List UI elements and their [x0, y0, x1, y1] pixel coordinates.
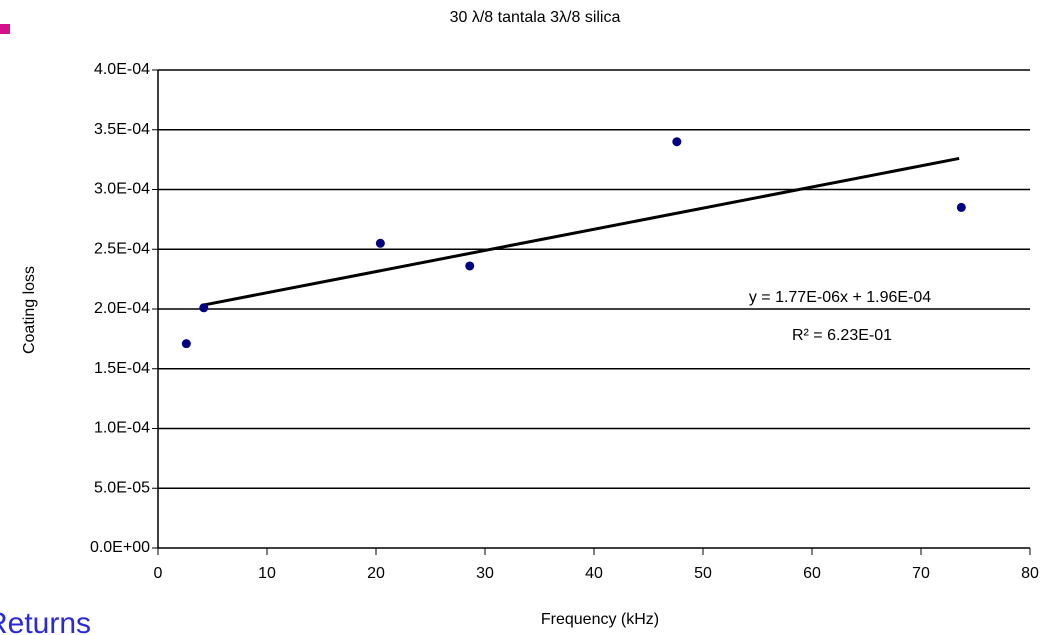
x-tick-label: 0	[154, 565, 163, 582]
y-tick-label: 1.5E-04	[94, 360, 150, 377]
trendline	[201, 156, 960, 307]
y-axis-label: Coating loss	[21, 266, 38, 354]
point	[956, 202, 966, 212]
x-tick-label: 60	[803, 565, 821, 582]
x-tick-label: 10	[258, 565, 276, 582]
bullet	[0, 24, 10, 34]
x-tick-label: 40	[585, 565, 603, 582]
x-tick-label: 50	[694, 565, 712, 582]
text-fragment: Returns	[0, 607, 91, 635]
annotation: y = 1.77E-06x + 1.96E-04	[749, 289, 931, 306]
x-tick-label: 80	[1021, 565, 1039, 582]
point	[672, 137, 682, 147]
chart-title: 30 λ/8 tantala 3λ/8 silica	[450, 9, 621, 26]
y-tick-label: 5.0E-05	[94, 479, 150, 496]
y-tick-label: 3.0E-04	[94, 181, 150, 198]
x-tick-label: 20	[367, 565, 385, 582]
x-tick-label: 70	[912, 565, 930, 582]
point	[199, 303, 209, 313]
point	[181, 339, 191, 349]
point	[375, 238, 385, 248]
y-tick-label: 3.5E-04	[94, 121, 150, 138]
y-tick-label: 0.0E+00	[90, 539, 150, 556]
x-axis-label: Frequency (kHz)	[541, 611, 659, 628]
annotation: R² = 6.23E-01	[792, 327, 892, 344]
x-tick-label: 30	[476, 565, 494, 582]
point	[465, 261, 475, 271]
y-tick-label: 1.0E-04	[94, 420, 150, 437]
y-tick-label: 4.0E-04	[94, 61, 150, 78]
y-tick-label: 2.0E-04	[94, 300, 150, 317]
y-tick-label: 2.5E-04	[94, 240, 150, 257]
